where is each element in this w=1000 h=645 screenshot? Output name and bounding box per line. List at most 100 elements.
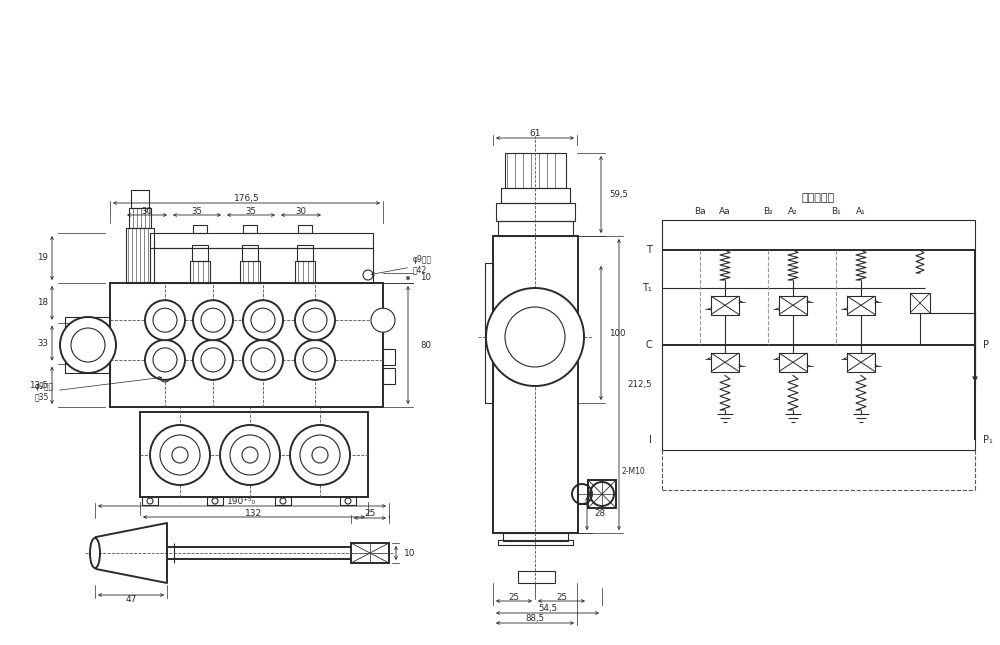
Bar bbox=[779, 353, 807, 372]
Circle shape bbox=[303, 348, 327, 372]
Text: 35: 35 bbox=[192, 206, 202, 215]
Text: Ba: Ba bbox=[694, 208, 706, 217]
Circle shape bbox=[153, 308, 177, 332]
Text: 2-M10: 2-M10 bbox=[621, 468, 645, 477]
Bar bbox=[711, 353, 739, 372]
Bar bbox=[190, 261, 210, 283]
Text: B₂: B₂ bbox=[763, 208, 773, 217]
Circle shape bbox=[160, 435, 200, 475]
Circle shape bbox=[295, 300, 335, 340]
Text: 176,5: 176,5 bbox=[234, 195, 259, 204]
Text: 61: 61 bbox=[529, 130, 541, 139]
Bar bbox=[131, 190, 149, 208]
Bar bbox=[242, 245, 258, 261]
Bar bbox=[577, 484, 588, 504]
Bar bbox=[275, 497, 291, 505]
Bar bbox=[340, 497, 356, 505]
Bar bbox=[505, 153, 566, 188]
Circle shape bbox=[251, 348, 275, 372]
Text: 47: 47 bbox=[125, 595, 137, 604]
Bar bbox=[140, 412, 368, 497]
Bar bbox=[847, 296, 875, 315]
Text: 19: 19 bbox=[37, 253, 48, 263]
Bar bbox=[662, 220, 975, 450]
Circle shape bbox=[242, 447, 258, 463]
Bar bbox=[779, 296, 807, 315]
Text: A₁: A₁ bbox=[856, 208, 866, 217]
Circle shape bbox=[303, 308, 327, 332]
Bar bbox=[485, 263, 493, 403]
Circle shape bbox=[172, 447, 188, 463]
Text: 190⁺⁵₀: 190⁺⁵₀ bbox=[227, 497, 257, 506]
Text: 25: 25 bbox=[509, 593, 520, 602]
Text: 25: 25 bbox=[556, 593, 567, 602]
Text: 10: 10 bbox=[404, 548, 416, 557]
Circle shape bbox=[150, 425, 210, 485]
Bar bbox=[351, 543, 389, 563]
Circle shape bbox=[220, 425, 280, 485]
Text: 30: 30 bbox=[296, 206, 306, 215]
Polygon shape bbox=[96, 523, 167, 583]
Bar bbox=[383, 368, 395, 384]
Bar bbox=[110, 283, 383, 407]
Circle shape bbox=[201, 308, 225, 332]
Bar bbox=[192, 245, 208, 261]
Bar bbox=[150, 233, 373, 248]
Circle shape bbox=[145, 300, 185, 340]
Bar bbox=[142, 497, 158, 505]
Text: P₁: P₁ bbox=[983, 435, 993, 445]
Text: 54,5: 54,5 bbox=[538, 604, 557, 613]
Circle shape bbox=[193, 340, 233, 380]
Bar bbox=[243, 225, 257, 233]
Circle shape bbox=[295, 340, 335, 380]
Bar bbox=[298, 225, 312, 233]
Text: 10: 10 bbox=[420, 273, 431, 283]
Text: 18: 18 bbox=[37, 299, 48, 307]
Bar bbox=[588, 480, 616, 508]
Circle shape bbox=[71, 328, 105, 362]
Bar bbox=[910, 293, 930, 313]
Circle shape bbox=[300, 435, 340, 475]
Text: 25: 25 bbox=[364, 508, 376, 517]
Text: 33: 33 bbox=[37, 339, 48, 348]
Bar bbox=[207, 497, 223, 505]
Bar bbox=[711, 296, 739, 315]
Text: T₁: T₁ bbox=[642, 283, 652, 293]
Circle shape bbox=[60, 317, 116, 373]
Circle shape bbox=[230, 435, 270, 475]
Circle shape bbox=[486, 288, 584, 386]
Circle shape bbox=[153, 348, 177, 372]
Bar bbox=[297, 245, 313, 261]
Bar bbox=[847, 353, 875, 372]
Text: φ9重孔
高35: φ9重孔 高35 bbox=[35, 376, 161, 402]
Circle shape bbox=[243, 340, 283, 380]
Bar bbox=[126, 228, 154, 283]
Circle shape bbox=[312, 447, 328, 463]
Text: Aa: Aa bbox=[719, 208, 731, 217]
Bar bbox=[498, 221, 573, 236]
Circle shape bbox=[243, 300, 283, 340]
Text: 59,5: 59,5 bbox=[609, 190, 628, 199]
Text: 液压原理图: 液压原理图 bbox=[802, 193, 835, 203]
Bar bbox=[383, 350, 395, 366]
Bar bbox=[501, 188, 570, 203]
Bar bbox=[295, 261, 315, 283]
Circle shape bbox=[145, 340, 185, 380]
Bar bbox=[493, 236, 578, 533]
Circle shape bbox=[290, 425, 350, 485]
Text: 88,5: 88,5 bbox=[525, 615, 545, 624]
Text: P: P bbox=[983, 340, 989, 350]
Text: 35: 35 bbox=[246, 206, 256, 215]
Bar bbox=[496, 203, 575, 221]
Text: T: T bbox=[646, 245, 652, 255]
Text: 100: 100 bbox=[609, 328, 626, 337]
Text: A₂: A₂ bbox=[788, 208, 798, 217]
Circle shape bbox=[251, 308, 275, 332]
Text: C: C bbox=[645, 340, 652, 350]
Text: 132: 132 bbox=[245, 508, 263, 517]
Bar bbox=[518, 571, 555, 583]
Bar bbox=[193, 225, 207, 233]
Text: 80: 80 bbox=[420, 341, 431, 350]
Circle shape bbox=[505, 307, 565, 367]
Bar bbox=[240, 261, 260, 283]
